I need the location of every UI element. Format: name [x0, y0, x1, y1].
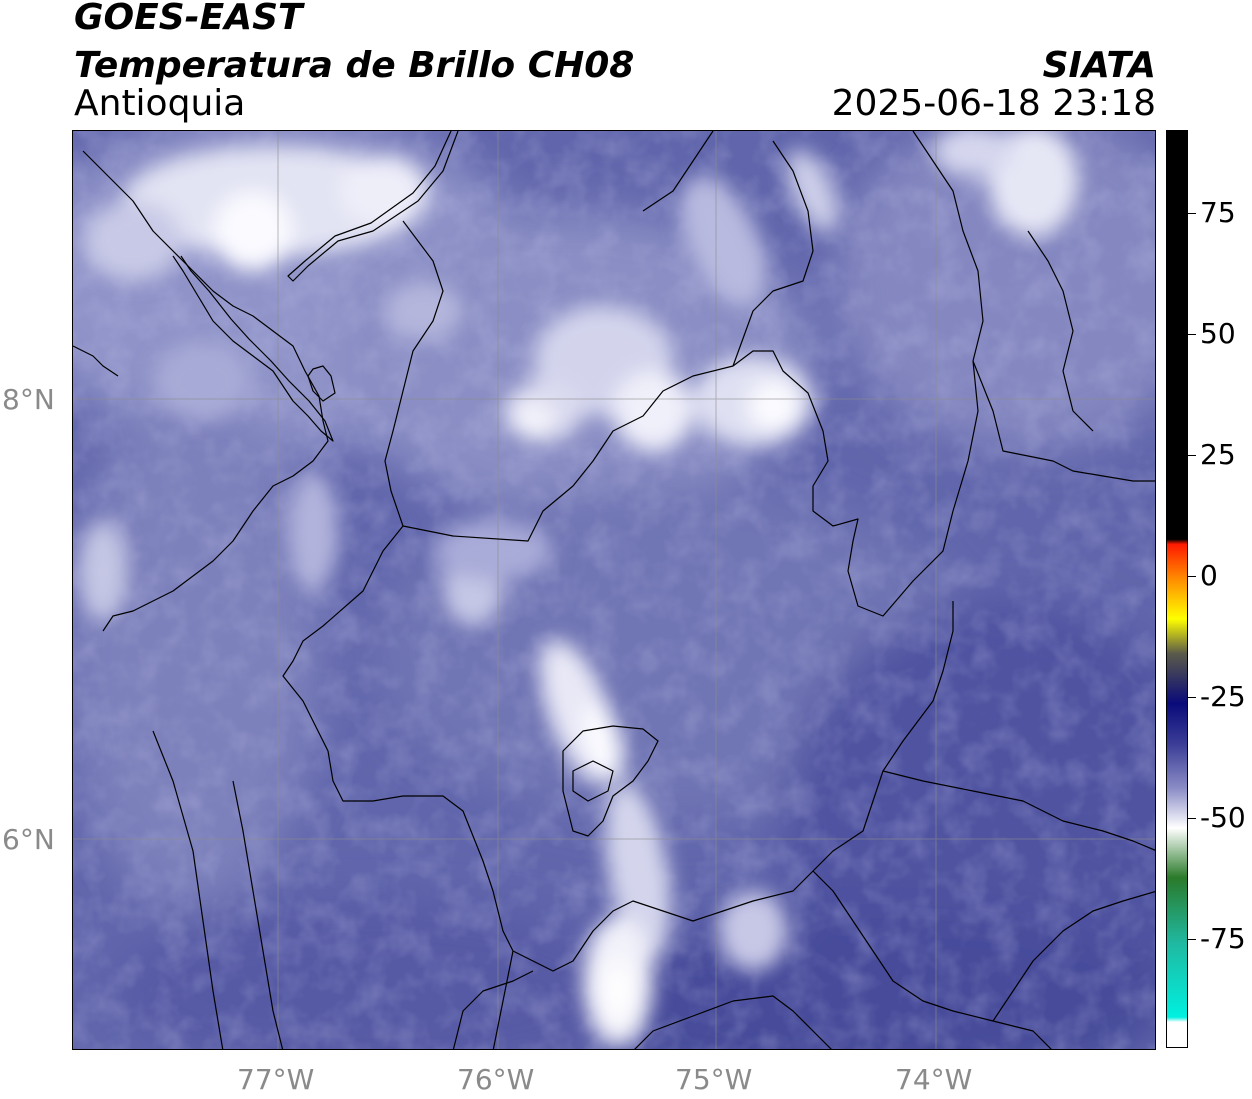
colorbar-label-0: 0 — [1200, 559, 1218, 592]
brightness-temperature-map — [73, 131, 1155, 1049]
boundary-north — [642, 131, 714, 212]
boundary-east — [972, 360, 1155, 482]
organization-label: SIATA — [1042, 45, 1156, 86]
coastline-bay — [307, 365, 336, 402]
colorbar-tick — [1188, 455, 1196, 456]
temperature-colorbar — [1166, 130, 1188, 1048]
lat-label-6n: 6°N — [2, 823, 55, 856]
coastline-gulf — [172, 255, 334, 442]
colorbar-label-25: 25 — [1200, 438, 1236, 471]
medellin-metro — [562, 725, 659, 837]
lon-label-77w: 77°W — [237, 1063, 315, 1096]
region-subtitle: Antioquia — [74, 83, 246, 124]
lon-label-74w: 74°W — [895, 1063, 973, 1096]
cold-cloud-tops — [78, 131, 1078, 1046]
colorbar-tick — [1188, 213, 1196, 214]
satellite-title: GOES-EAST — [74, 0, 303, 38]
coastline-islands — [73, 345, 119, 377]
colorbar-label-minus-25: -25 — [1200, 680, 1246, 713]
timestamp-label: 2025-06-18 23:18 — [831, 83, 1156, 124]
colorbar-label-75: 75 — [1200, 196, 1236, 229]
colorbar-tick — [1188, 939, 1196, 940]
colorbar-tick — [1188, 818, 1196, 819]
lon-label-75w: 75°W — [675, 1063, 753, 1096]
colorbar-label-minus-50: -50 — [1200, 801, 1246, 834]
product-title: Temperatura de Brillo CH08 — [74, 45, 635, 86]
lon-label-76w: 76°W — [457, 1063, 535, 1096]
colorbar-tick — [1188, 697, 1196, 698]
colorbar-tick — [1188, 334, 1196, 335]
boundaries — [73, 131, 1155, 1049]
coastline-uraba — [287, 131, 459, 282]
antioquia-boundary — [384, 131, 984, 617]
boundary-south — [452, 970, 534, 1049]
colorbar-label-50: 50 — [1200, 317, 1236, 350]
antioquia-boundary-south — [282, 525, 954, 972]
lat-label-8n: 8°N — [2, 383, 55, 416]
colorbar-label-minus-75: -75 — [1200, 922, 1246, 955]
map-panel[interactable] — [72, 130, 1156, 1050]
colorbar-tick — [1188, 576, 1196, 577]
